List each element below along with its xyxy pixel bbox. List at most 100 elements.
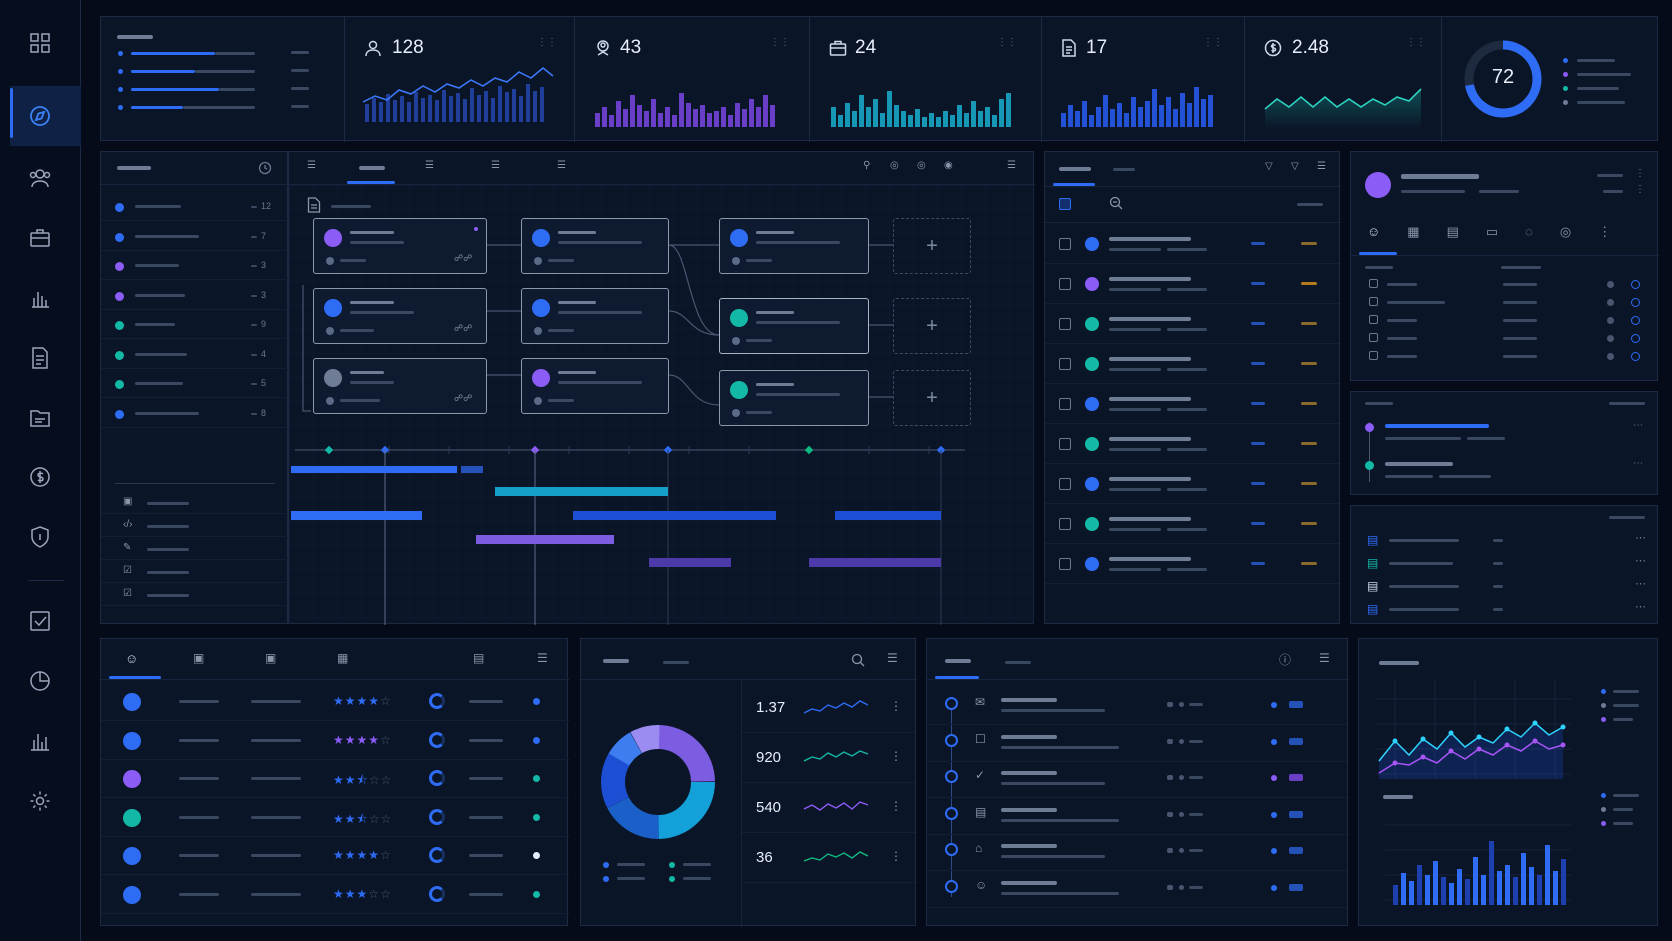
table-row[interactable]: ★★★★☆ <box>101 837 569 875</box>
info-icon[interactable]: ⓘ <box>1279 653 1292 667</box>
row-checkbox[interactable] <box>1369 333 1378 342</box>
tab-activity[interactable]: ◌ <box>1525 224 1533 239</box>
record-icon[interactable]: ◉ <box>944 160 953 171</box>
table-row[interactable] <box>1045 424 1341 464</box>
tab-icon-4[interactable]: ☰ <box>557 160 566 171</box>
add-node-button[interactable]: + <box>893 298 971 354</box>
kpi-menu-3[interactable]: ⋮⋮ <box>997 37 1017 48</box>
grid-icon[interactable] <box>25 28 55 58</box>
more-icon[interactable]: ⋯ <box>1635 555 1646 567</box>
table-row[interactable]: ★★⯪☆☆ <box>101 760 569 798</box>
workflow-node[interactable] <box>719 218 869 274</box>
more-icon[interactable]: ⋯ <box>1635 578 1646 590</box>
tab-more[interactable]: ⋮ <box>1598 224 1612 239</box>
workflow-node[interactable]: ☍☍ <box>313 358 487 414</box>
list-item[interactable]: ▤ <box>927 799 1349 835</box>
bar-chart-icon[interactable] <box>25 283 55 313</box>
checklist-row[interactable] <box>1351 294 1659 312</box>
tab-icon-2[interactable]: ☰ <box>425 160 434 171</box>
target-icon[interactable]: ◎ <box>890 160 899 171</box>
analytics-icon[interactable] <box>25 726 55 756</box>
more-icon[interactable]: ⋯ <box>1635 601 1646 613</box>
more-icon[interactable]: ⋮ <box>1635 168 1645 179</box>
workflow-node[interactable] <box>719 370 869 426</box>
table-row[interactable] <box>1045 344 1341 384</box>
filter-icon[interactable]: ▽ <box>1265 161 1273 172</box>
more-icon[interactable]: ⋮ <box>890 699 902 713</box>
file-row[interactable]: ▤ ⋯ <box>1351 576 1659 598</box>
row-checkbox[interactable] <box>1059 358 1071 370</box>
more-icon[interactable]: ⋯ <box>1633 458 1643 469</box>
table-row[interactable] <box>1045 544 1341 584</box>
row-checkbox[interactable] <box>1059 478 1071 490</box>
checklist-row[interactable] <box>1351 276 1659 294</box>
kpi-menu-1[interactable]: ⋮⋮ <box>537 37 557 48</box>
menu-icon[interactable]: ☰ <box>887 651 898 665</box>
row-checkbox[interactable] <box>1369 279 1378 288</box>
kpi-menu-5[interactable]: ⋮⋮ <box>1406 37 1426 48</box>
stat-row[interactable]: 920 ⋮ <box>742 733 917 783</box>
row-checkbox[interactable] <box>1059 398 1071 410</box>
add-node-button[interactable]: + <box>893 218 971 274</box>
checklist-row[interactable] <box>1351 312 1659 330</box>
workflow-node[interactable] <box>521 358 669 414</box>
tab-docs[interactable]: ▤ <box>1446 224 1459 239</box>
search-icon[interactable] <box>851 653 865 672</box>
checklist-row[interactable] <box>1351 348 1659 366</box>
tool-row[interactable]: ▣ <box>101 492 289 514</box>
list-item[interactable]: 3 <box>101 281 289 310</box>
more-icon[interactable]: ⋯ <box>1635 532 1646 544</box>
kpi-menu-2[interactable]: ⋮⋮ <box>770 37 790 48</box>
menu-icon[interactable]: ☰ <box>537 651 548 665</box>
tab-calendar[interactable]: ▦ <box>337 651 349 665</box>
table-row[interactable]: ★★⯪☆☆ <box>101 799 569 837</box>
filter-icon-2[interactable]: ▽ <box>1291 161 1299 172</box>
workflow-node[interactable]: ☍☍ <box>313 218 487 274</box>
list-item[interactable]: ⌂ <box>927 835 1349 871</box>
list-item[interactable]: 3 <box>101 251 289 280</box>
clock-icon[interactable] <box>258 161 272 180</box>
more-icon[interactable]: ⋯ <box>1633 420 1643 431</box>
workflow-node[interactable] <box>521 218 669 274</box>
table-row[interactable] <box>1045 224 1341 264</box>
tab-icon-3[interactable]: ☰ <box>491 160 500 171</box>
menu-icon[interactable]: ☰ <box>1317 161 1326 172</box>
workflow-node[interactable] <box>521 288 669 344</box>
tab-people[interactable]: ☺ <box>125 651 139 666</box>
table-row[interactable] <box>1045 464 1341 504</box>
dollar-icon[interactable] <box>25 462 55 492</box>
tab-profile[interactable]: ☺ <box>1367 224 1381 239</box>
row-checkbox[interactable] <box>1059 318 1071 330</box>
add-node-button[interactable]: + <box>893 370 971 426</box>
list-item[interactable]: ✓ <box>927 762 1349 798</box>
row-checkbox[interactable] <box>1059 238 1071 250</box>
settings-icon[interactable]: ◎ <box>917 160 926 171</box>
list-item[interactable]: 4 <box>101 340 289 369</box>
menu-icon[interactable]: ☰ <box>1319 651 1330 665</box>
list-item[interactable]: 12 <box>101 192 289 221</box>
file-row[interactable]: ▤ ⋯ <box>1351 599 1659 621</box>
table-row[interactable] <box>1045 384 1341 424</box>
tool-row[interactable]: ‹/› <box>101 515 289 537</box>
tab-briefcase[interactable]: ▣ <box>193 651 205 665</box>
tab-comments[interactable]: ◎ <box>1559 224 1572 239</box>
tab-calendar[interactable]: ▦ <box>1407 224 1420 239</box>
list-item[interactable]: ✉ <box>927 689 1349 725</box>
list-item[interactable]: 9 <box>101 310 289 339</box>
list-item[interactable]: ☐ <box>927 726 1349 762</box>
avatar[interactable] <box>1365 172 1391 198</box>
list-item[interactable]: 7 <box>101 222 289 251</box>
shield-icon[interactable] <box>25 522 55 552</box>
list-item[interactable]: 8 <box>101 399 289 428</box>
row-checkbox[interactable] <box>1059 278 1071 290</box>
share-icon[interactable]: ⚲ <box>863 160 871 171</box>
tool-row[interactable]: ☑ <box>101 561 289 583</box>
checkbox-icon[interactable] <box>25 606 55 636</box>
file-row[interactable]: ▤ ⋯ <box>1351 530 1659 552</box>
list-item[interactable]: ☺ <box>927 872 1349 908</box>
row-checkbox[interactable] <box>1059 558 1071 570</box>
more-icon[interactable]: ⋮ <box>890 799 902 813</box>
briefcase-icon[interactable] <box>25 223 55 253</box>
select-all-checkbox[interactable] <box>1059 198 1071 210</box>
tool-row[interactable]: ☑ <box>101 584 289 606</box>
